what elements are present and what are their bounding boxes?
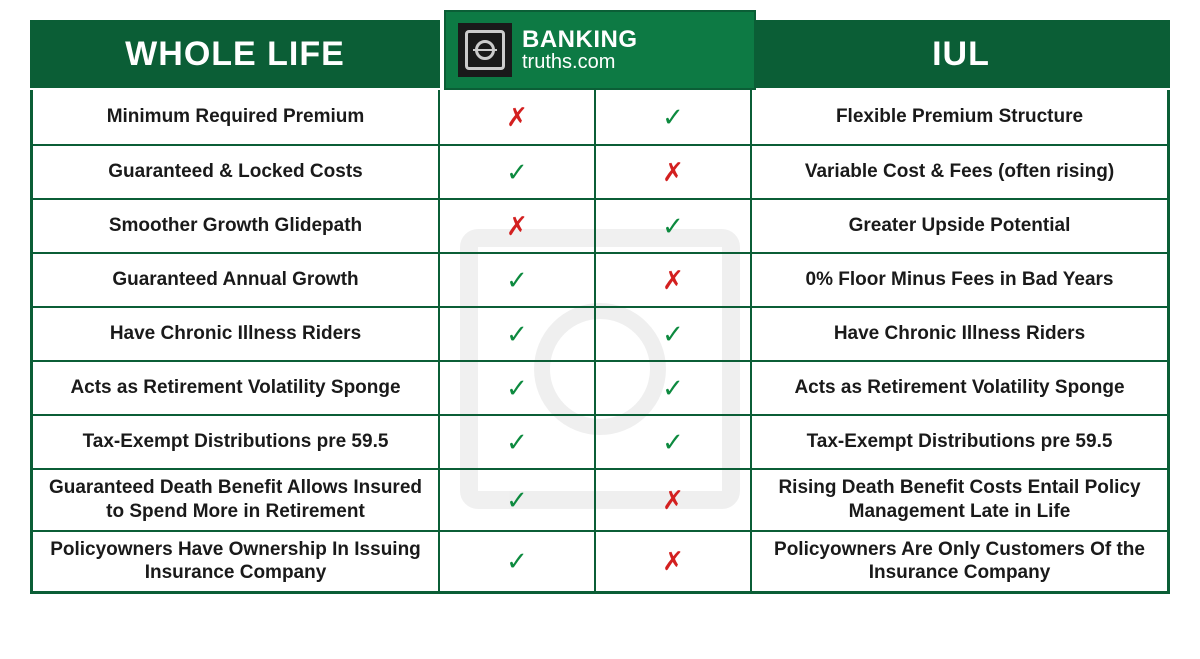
table-row: Smoother Growth Glidepath ✗ ✓ Greater Upsid… [33,198,1167,252]
iul-mark: ✓ [596,362,752,414]
whole-life-feature: Guaranteed Annual Growth [33,254,440,306]
iul-mark: ✗ [596,470,752,530]
check-icon: ✓ [506,426,528,459]
iul-feature: Rising Death Benefit Costs Entail Policy… [752,470,1167,530]
iul-feature: Acts as Retirement Volatility Sponge [752,362,1167,414]
whole-life-mark: ✓ [440,362,596,414]
check-icon: ✓ [662,101,684,134]
iul-feature: 0% Floor Minus Fees in Bad Years [752,254,1167,306]
whole-life-feature: Guaranteed & Locked Costs [33,146,440,198]
table-header: WHOLE LIFE IUL BANKING truths.com [30,20,1170,88]
iul-mark: ✓ [596,90,752,144]
cross-icon: ✗ [662,484,684,517]
check-icon: ✓ [506,156,528,189]
table-row: Acts as Retirement Volatility Sponge ✓ ✓ Ac… [33,360,1167,414]
iul-mark: ✓ [596,200,752,252]
iul-feature: Tax-Exempt Distributions pre 59.5 [752,416,1167,468]
whole-life-mark: ✗ [440,90,596,144]
iul-feature: Flexible Premium Structure [752,90,1167,144]
iul-feature: Variable Cost & Fees (often rising) [752,146,1167,198]
whole-life-feature: Smoother Growth Glidepath [33,200,440,252]
table-row: Tax-Exempt Distributions pre 59.5 ✓ ✓ Tax-E… [33,414,1167,468]
header-iul: IUL [752,20,1170,88]
table-body: Minimum Required Premium ✗ ✓ Flexible Premi… [30,90,1170,594]
header-whole-life: WHOLE LIFE [30,20,440,88]
table-row: Guaranteed Annual Growth ✓ ✗ 0% Floor Minus… [33,252,1167,306]
whole-life-mark: ✓ [440,416,596,468]
check-icon: ✓ [506,318,528,351]
whole-life-feature: Policyowners Have Ownership In Issuing I… [33,532,440,592]
iul-mark: ✓ [596,308,752,360]
check-icon: ✓ [506,264,528,297]
brand-logo: BANKING truths.com [444,10,756,90]
table-row: Guaranteed Death Benefit Allows Insured … [33,468,1167,530]
whole-life-feature: Tax-Exempt Distributions pre 59.5 [33,416,440,468]
whole-life-feature: Have Chronic Illness Riders [33,308,440,360]
whole-life-feature: Guaranteed Death Benefit Allows Insured … [33,470,440,530]
iul-feature: Have Chronic Illness Riders [752,308,1167,360]
whole-life-feature: Acts as Retirement Volatility Sponge [33,362,440,414]
check-icon: ✓ [506,484,528,517]
table-row: Minimum Required Premium ✗ ✓ Flexible Premi… [33,90,1167,144]
vault-icon [458,23,512,77]
cross-icon: ✗ [662,545,684,578]
table-row: Policyowners Have Ownership In Issuing I… [33,530,1167,592]
table-row: Have Chronic Illness Riders ✓ ✓ Have Chroni… [33,306,1167,360]
cross-icon: ✗ [662,156,684,189]
brand-line1: BANKING [522,28,638,52]
check-icon: ✓ [506,372,528,405]
iul-mark: ✗ [596,254,752,306]
check-icon: ✓ [662,372,684,405]
iul-feature: Policyowners Are Only Customers Of the I… [752,532,1167,592]
whole-life-mark: ✓ [440,146,596,198]
brand-text: BANKING truths.com [522,28,638,72]
whole-life-mark: ✓ [440,470,596,530]
check-icon: ✓ [506,545,528,578]
whole-life-mark: ✓ [440,254,596,306]
cross-icon: ✗ [506,210,528,243]
iul-feature: Greater Upside Potential [752,200,1167,252]
whole-life-mark: ✓ [440,308,596,360]
whole-life-feature: Minimum Required Premium [33,90,440,144]
iul-mark: ✗ [596,532,752,592]
whole-life-mark: ✓ [440,532,596,592]
iul-mark: ✗ [596,146,752,198]
cross-icon: ✗ [662,264,684,297]
check-icon: ✓ [662,210,684,243]
table-row: Guaranteed & Locked Costs ✓ ✗ Variable Cost… [33,144,1167,198]
check-icon: ✓ [662,318,684,351]
check-icon: ✓ [662,426,684,459]
iul-mark: ✓ [596,416,752,468]
cross-icon: ✗ [506,101,528,134]
brand-line2: truths.com [522,52,638,72]
comparison-table: WHOLE LIFE IUL BANKING truths.com Minimu… [30,20,1170,594]
whole-life-mark: ✗ [440,200,596,252]
